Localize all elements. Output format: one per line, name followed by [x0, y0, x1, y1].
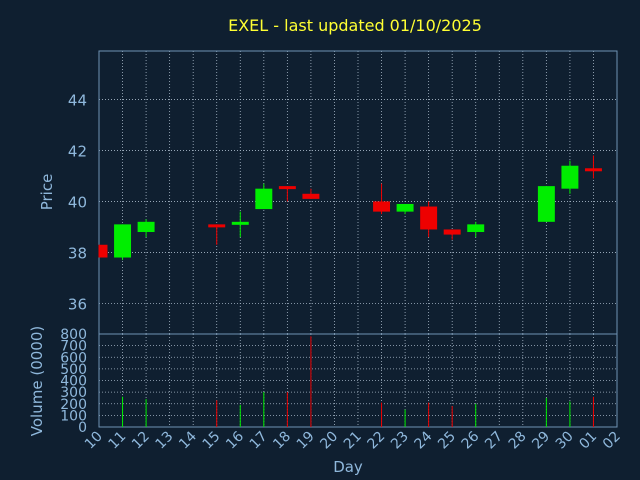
x-tick-label: 25 — [435, 429, 459, 453]
candle-body — [420, 206, 438, 230]
candle-body — [467, 224, 485, 233]
candle-body — [231, 221, 249, 225]
x-tick-label: 20 — [317, 429, 341, 453]
x-tick-label: 17 — [247, 429, 271, 453]
x-tick-label: 13 — [153, 429, 177, 453]
x-tick-label: 16 — [223, 428, 247, 452]
price-tick-label: 36 — [68, 295, 87, 313]
x-tick-label: 30 — [553, 429, 577, 453]
x-tick-label: 15 — [200, 429, 224, 453]
candle-body — [561, 165, 579, 189]
candle-body — [373, 201, 391, 212]
volume-tick-label: 800 — [60, 327, 87, 343]
price-tick-label: 42 — [68, 142, 87, 160]
volume-tick-label: 100 — [60, 408, 87, 424]
x-tick-label: 21 — [341, 429, 365, 453]
price-tick-label: 40 — [68, 193, 87, 211]
volume-tick-label: 500 — [60, 362, 87, 378]
candle-body — [537, 186, 555, 222]
candle-body — [137, 221, 155, 233]
price-axis-label: Price — [38, 174, 56, 211]
x-tick-label: 19 — [294, 429, 318, 453]
candle-body — [396, 203, 414, 212]
volume-tick-label: 700 — [60, 339, 87, 355]
x-tick-label: 23 — [388, 429, 412, 453]
volume-tick-label: 600 — [60, 350, 87, 366]
chart-title: EXEL - last updated 01/10/2025 — [228, 16, 482, 35]
x-tick-label: 01 — [576, 429, 600, 453]
volume-tick-label: 300 — [60, 385, 87, 401]
price-panel: 36 38 40 42 44 — [68, 50, 618, 335]
x-tick-label: 18 — [270, 429, 294, 453]
candle-body — [584, 168, 602, 172]
x-tick-label: 29 — [529, 429, 553, 453]
x-tick-label: 27 — [482, 429, 506, 453]
x-tick-label: 22 — [364, 429, 388, 453]
volume-axis-label: Volume (0000) — [28, 326, 46, 436]
x-tick-label: 26 — [459, 428, 483, 452]
x-tick-label: 28 — [506, 429, 530, 453]
x-tick-label: 14 — [176, 428, 200, 452]
candle-body — [99, 244, 108, 258]
candle-body — [278, 186, 296, 190]
volume-frame — [98, 333, 618, 428]
x-tick-label: 12 — [129, 429, 153, 453]
x-tick-label: 24 — [412, 428, 436, 452]
x-axis-label: Day — [333, 458, 363, 476]
volume-tick-label: 0 — [78, 420, 87, 436]
candle-body — [443, 229, 461, 235]
volume-tick-label: 400 — [60, 374, 87, 390]
candle-body — [208, 224, 226, 228]
x-tick-label: 02 — [600, 429, 624, 453]
candle-body — [114, 224, 132, 258]
candle-body — [255, 188, 273, 210]
price-tick-label: 44 — [68, 91, 87, 109]
candle-body — [302, 193, 320, 199]
price-tick-label: 38 — [68, 244, 87, 262]
x-tick-label: 11 — [105, 429, 129, 453]
volume-tick-label: 200 — [60, 397, 87, 413]
